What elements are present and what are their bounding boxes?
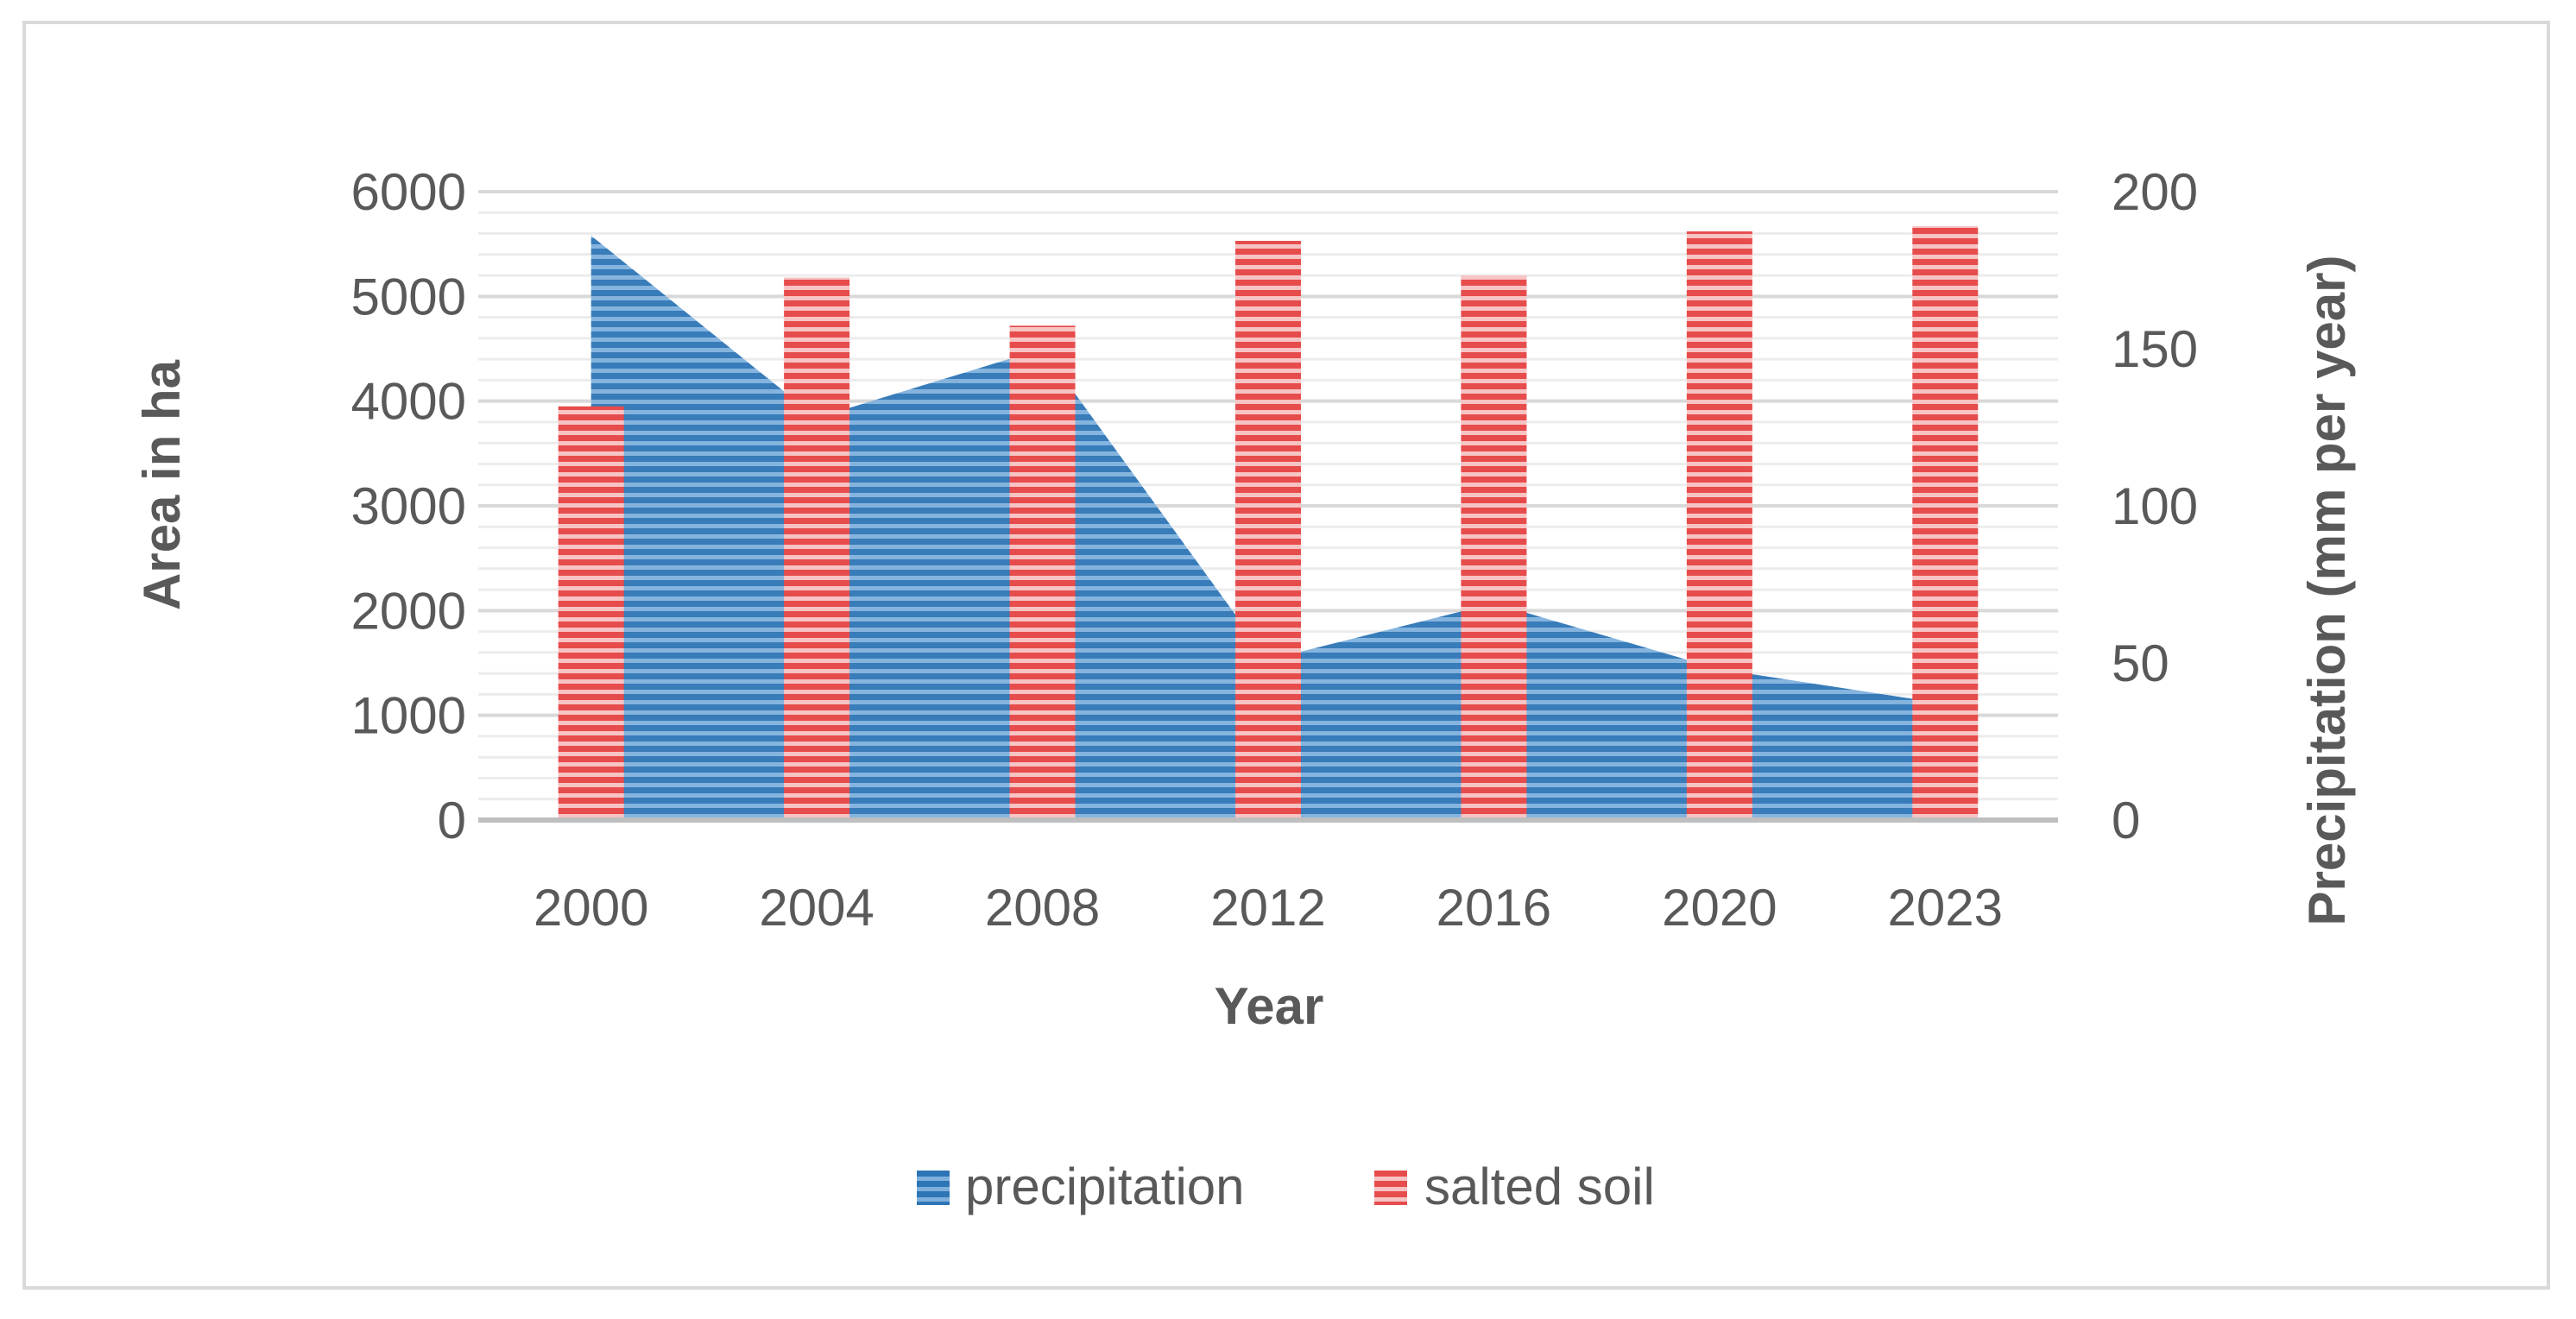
left-axis-title: Area in ha (133, 359, 191, 610)
left-axis-ticks: 0 1000 2000 3000 4000 5000 6000 (351, 163, 466, 849)
right-axis-tick-label: 150 (2112, 320, 2198, 378)
left-axis-tick-label: 1000 (351, 687, 466, 745)
x-axis-title: Year (1215, 977, 1324, 1035)
legend: precipitation salted soil (917, 1158, 1655, 1215)
salted-soil-bar (784, 277, 850, 820)
left-axis-tick-label: 3000 (351, 477, 466, 535)
salted-soil-bar-layer (558, 226, 1979, 821)
right-axis-tick-label: 100 (2112, 477, 2198, 535)
left-axis-tick-label: 0 (438, 792, 466, 849)
legend-swatch-salted-soil (1374, 1171, 1407, 1205)
legend-swatch-precipitation (917, 1171, 950, 1205)
right-axis-tick-label: 200 (2112, 163, 2198, 221)
x-axis-ticks: 2000 2004 2008 2012 2016 2020 2023 (534, 879, 2003, 937)
x-axis-tick-label: 2000 (534, 879, 648, 937)
left-axis-tick-label: 6000 (351, 163, 466, 221)
salted-soil-bar (1686, 231, 1752, 820)
right-axis-tick-label: 50 (2112, 634, 2169, 692)
salted-soil-bar (1235, 241, 1301, 820)
right-axis-title: Precipitation (mm per year) (2298, 256, 2356, 926)
legend-label-salted-soil: salted soil (1424, 1158, 1655, 1215)
legend-label-precipitation: precipitation (965, 1158, 1245, 1215)
salted-soil-bar (1912, 226, 1979, 820)
left-axis-tick-label: 5000 (351, 268, 466, 325)
salted-soil-bar (1009, 325, 1076, 821)
left-axis-tick-label: 4000 (351, 373, 466, 431)
right-axis-tick-label: 0 (2112, 792, 2140, 849)
right-axis-ticks: 0 50 100 150 200 (2112, 163, 2198, 849)
x-axis-tick-label: 2016 (1436, 879, 1551, 937)
salted-soil-bar (558, 406, 624, 820)
x-axis-tick-label: 2020 (1662, 879, 1777, 937)
x-axis-tick-label: 2004 (759, 879, 874, 937)
x-axis-tick-label: 2008 (985, 879, 1100, 937)
left-axis-tick-label: 2000 (351, 582, 466, 640)
precipitation-area-layer (590, 235, 1946, 821)
x-axis-tick-label: 2012 (1210, 879, 1325, 937)
salted-soil-bar (1461, 275, 1527, 821)
x-axis-tick-label: 2023 (1888, 879, 2003, 937)
precipitation-area (590, 235, 1946, 821)
